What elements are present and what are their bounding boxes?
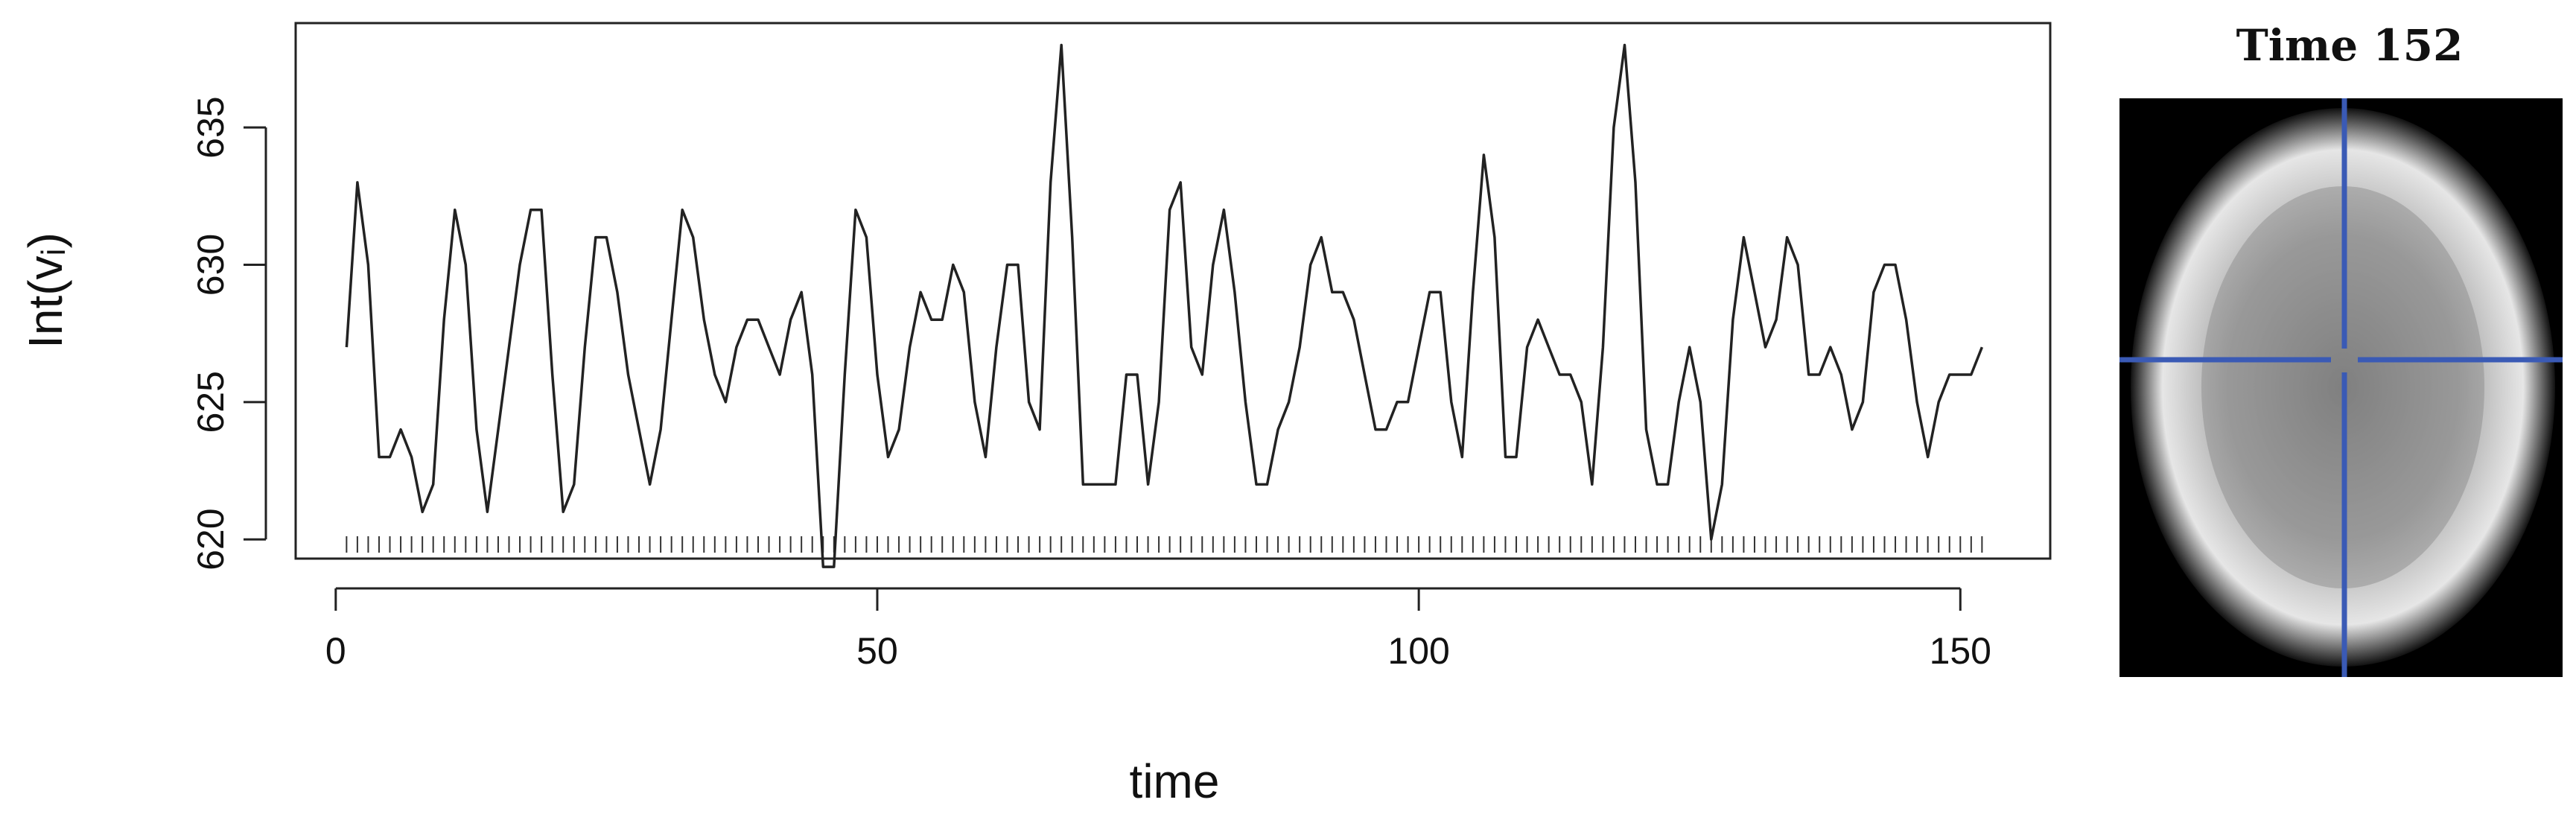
x-tick-label: 100 xyxy=(1387,630,1449,672)
y-tick-label: 630 xyxy=(190,234,232,296)
y-tick-label: 625 xyxy=(190,371,232,433)
brain-image xyxy=(2119,98,2563,677)
data-line xyxy=(345,43,1984,568)
x-tick-label: 0 xyxy=(325,630,346,672)
image-title: Time 152 xyxy=(2236,20,2464,71)
y-tick-label: 620 xyxy=(190,508,232,570)
plot-frame xyxy=(294,22,2052,560)
x-tick-label: 150 xyxy=(1930,630,1991,672)
y-axis-label: Int(vᵢ) xyxy=(19,232,72,349)
x-axis-label: time xyxy=(1130,754,1220,808)
x-tick-label: 50 xyxy=(856,630,898,672)
y-tick-label: 635 xyxy=(190,96,232,158)
